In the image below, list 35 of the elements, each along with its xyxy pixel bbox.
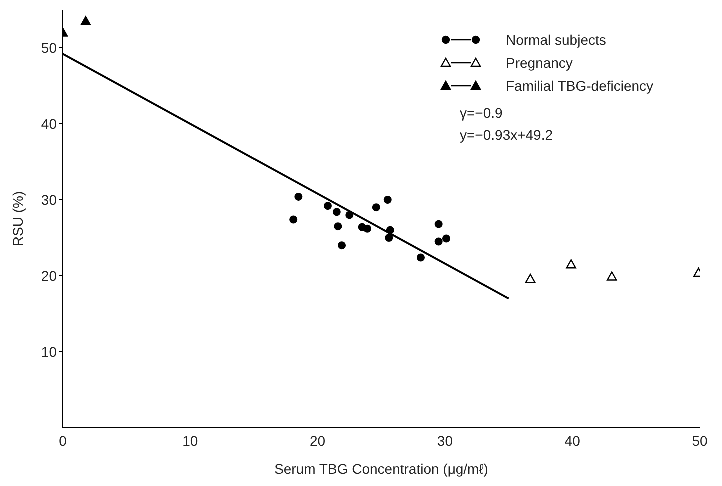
point [566,260,576,269]
point [363,224,372,233]
x-tick-label: 20 [310,432,326,449]
y-tick-label: 50 [41,40,58,56]
x-tick-label: 30 [437,432,454,449]
annotation: y=−0.93x+49.2 [460,126,554,145]
legend-label: Familial TBG-deficiency [506,78,654,94]
point [384,196,392,204]
legend-label: Pregnancy [506,54,573,70]
point [324,202,332,210]
legend-label: Normal subjects [506,32,606,48]
y-tick-label: 10 [41,344,58,360]
point [385,234,394,242]
point [525,274,536,284]
point [606,272,618,281]
point [434,238,443,246]
point [416,254,425,262]
point [294,192,303,201]
x-tick-label: 0 [59,432,68,449]
point [334,222,342,231]
y-tick-label: 30 [41,192,58,208]
x-tick-label: 10 [182,432,198,449]
y-tick-label: 40 [41,116,58,132]
y-tick-label: 20 [41,268,58,284]
point [372,204,380,212]
x-tick-label: 40 [564,432,581,449]
x-tick-label: 50 [692,432,708,449]
y-axis-title: RSU (%) [10,191,26,247]
x-axis-title: Serum TBG Concentration (μg/mℓ) [274,461,488,477]
point [442,234,450,243]
point [434,220,443,228]
annotation: γ=−0.9 [460,104,504,123]
point [338,242,346,250]
point [332,208,341,216]
point [290,216,298,224]
